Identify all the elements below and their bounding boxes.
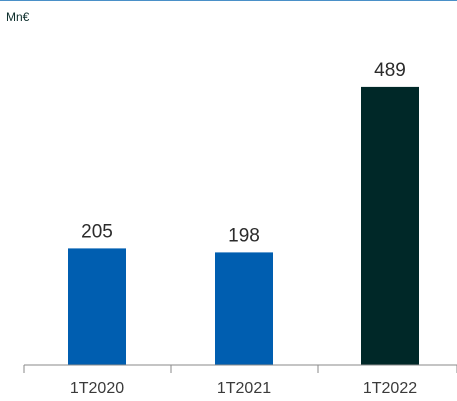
value-label-1T2020: 205 [81,221,113,242]
x-axis-tick-labels-group: 1T2020 1T2021 1T2022 [70,380,417,397]
x-tick-label-1T2022: 1T2022 [363,380,417,397]
top-rule [0,0,457,1]
x-tick-label-1T2020: 1T2020 [70,380,124,397]
bar-1T2022 [361,86,419,366]
value-label-1T2022: 489 [374,60,406,81]
bar-1T2020 [68,248,126,365]
bar-1T2021 [215,252,273,365]
bars-group [68,86,419,366]
value-label-1T2021: 198 [228,225,260,246]
x-axis-ticks-group [23,365,457,373]
unit-label: Mn€ [6,10,30,24]
value-labels-group: 205 198 489 [81,60,406,246]
x-tick-label-1T2021: 1T2021 [217,380,271,397]
